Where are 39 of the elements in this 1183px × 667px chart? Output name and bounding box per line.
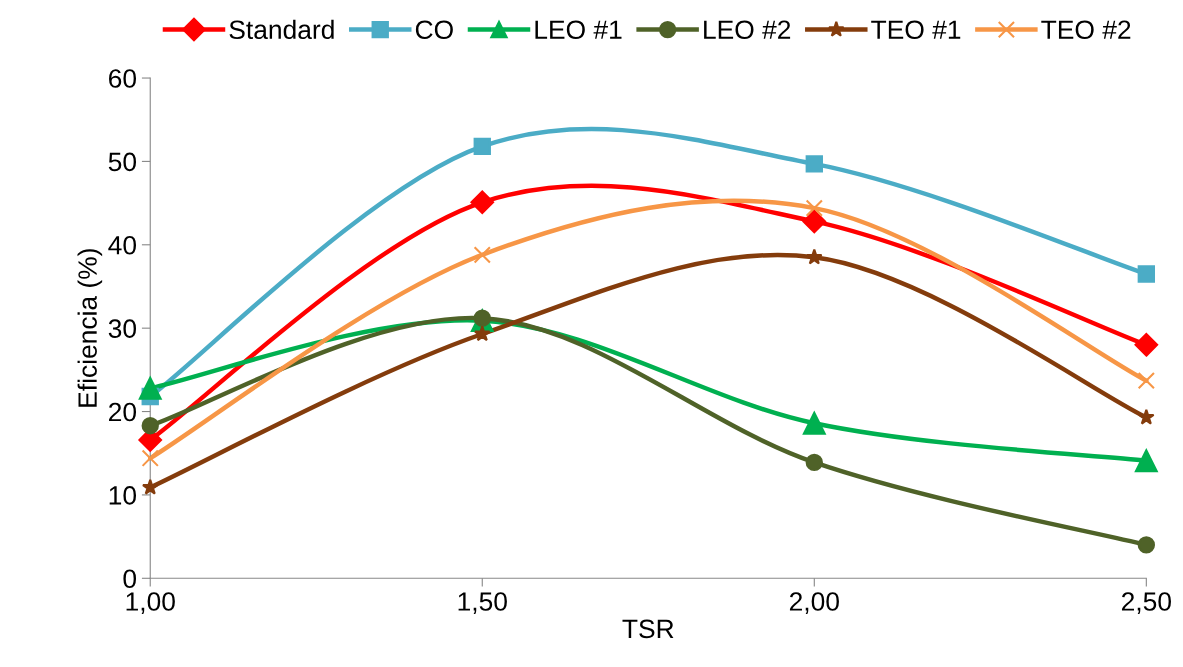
legend-label: LEO #1 xyxy=(535,20,622,40)
point xyxy=(1134,449,1158,473)
y-tick-label: 20 xyxy=(109,402,137,422)
point xyxy=(138,376,162,400)
point xyxy=(473,246,491,264)
y-tick-label: 50 xyxy=(108,152,137,172)
point xyxy=(805,155,823,173)
y-tick-label: 0 xyxy=(123,569,137,589)
y-tick-label: 60 xyxy=(109,69,137,88)
x-tick-label: 2,00 xyxy=(789,592,839,614)
y-axis-title: Eficiencia (%) xyxy=(77,249,103,407)
legend-label: TEO #1 xyxy=(871,20,961,40)
y-tick-label: 30 xyxy=(108,319,137,338)
point xyxy=(802,411,826,435)
x-tick-label: 1,00 xyxy=(126,592,175,614)
legend-label: Standard xyxy=(229,19,334,40)
legend-label: TEO #2 xyxy=(1041,20,1131,40)
y-tick-label: 40 xyxy=(108,235,137,255)
point xyxy=(141,417,159,435)
point xyxy=(470,190,495,215)
point xyxy=(802,209,827,234)
legend-label: LEO #2 xyxy=(704,20,791,40)
point xyxy=(141,449,159,467)
point xyxy=(473,325,491,342)
x-tick-label: 2,50 xyxy=(1121,592,1171,614)
point xyxy=(805,248,823,265)
y-tick-label: 10 xyxy=(109,486,137,505)
x-axis-title: TSR xyxy=(622,619,674,639)
point xyxy=(805,453,823,472)
point xyxy=(1134,333,1159,357)
point xyxy=(1137,536,1156,554)
x-tick-label: 1,50 xyxy=(458,592,507,614)
point xyxy=(473,137,491,156)
point xyxy=(1138,408,1155,425)
point xyxy=(1137,265,1156,283)
point xyxy=(141,478,159,495)
point xyxy=(1137,372,1156,390)
point xyxy=(805,199,823,217)
legend-label: CO xyxy=(415,20,453,40)
